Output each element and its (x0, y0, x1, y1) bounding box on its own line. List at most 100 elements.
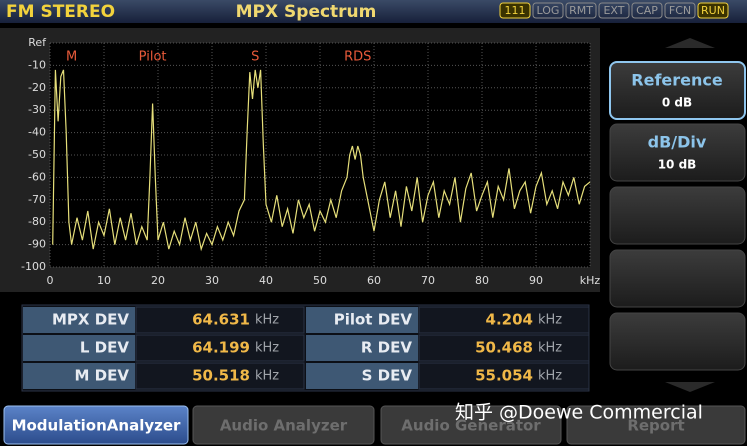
value-cell (418, 362, 590, 390)
y-tick-label: -50 (28, 148, 46, 161)
watermark: 知乎 @Doewe Commercial (455, 402, 703, 424)
softkey[interactable] (609, 249, 746, 308)
measurement-value: 50.518 (192, 367, 250, 385)
scroll-down-arrow[interactable] (665, 382, 715, 392)
measurement-name: M DEV (75, 367, 130, 385)
x-tick-label: 80 (475, 274, 489, 287)
value-cell (135, 362, 305, 390)
softkeys: Reference 0 dB dB/Div 10 dB (609, 61, 746, 371)
measurement-value: 64.631 (192, 311, 250, 329)
indicator-label: RMT (569, 4, 593, 17)
measurement-unit: kHz (538, 341, 562, 356)
y-tick-label: Ref (28, 36, 47, 49)
measurement-name: MPX DEV (52, 311, 129, 329)
value-cell (135, 334, 305, 362)
indicator-label: EXT (603, 4, 624, 17)
softkey-label: Reference (631, 71, 723, 90)
value-cell (135, 306, 305, 334)
x-tick-label: 70 (421, 274, 435, 287)
softkey-label: dB/Div (648, 133, 707, 152)
x-tick-label: 10 (97, 274, 111, 287)
softkey[interactable] (609, 123, 746, 182)
y-tick-label: -60 (28, 170, 46, 183)
y-tick-label: -100 (21, 260, 46, 273)
indicator-box (664, 2, 696, 19)
tabs: ModulationAnalyzer Audio Analyzer Audio Ge… (3, 405, 746, 445)
annotation: M (66, 50, 77, 65)
label-cell (23, 335, 135, 361)
y-tick-label: -40 (28, 126, 46, 139)
annotation: S (251, 50, 259, 65)
softkey[interactable] (609, 186, 746, 245)
tab[interactable] (566, 405, 746, 445)
measurement-unit: kHz (255, 369, 279, 384)
softkey-value: 10 dB (658, 158, 697, 172)
indicator-label: LOG (537, 4, 560, 17)
measurement-unit: kHz (255, 341, 279, 356)
indicator-label: FCN (669, 4, 691, 17)
annotation: Pilot (139, 50, 167, 65)
x-tick-label: 50 (313, 274, 327, 287)
scroll-up-arrow[interactable] (665, 38, 715, 48)
label-cell (23, 363, 135, 389)
measurement-unit: kHz (538, 313, 562, 328)
tab-label: ModulationAnalyzer (12, 417, 181, 435)
screen-title: MPX Spectrum (236, 2, 377, 22)
y-tick-label: -70 (28, 193, 46, 206)
label-cell (306, 335, 418, 361)
softkey[interactable] (609, 61, 746, 120)
tab[interactable] (380, 405, 562, 445)
measurement-value: 55.054 (475, 367, 533, 385)
measurement-value: 50.468 (475, 339, 533, 357)
y-tick-label: -80 (28, 215, 46, 228)
indicator-label: 111 (505, 4, 526, 17)
x-tick-label: 90 (529, 274, 543, 287)
indicator-box (499, 2, 531, 19)
y-tick-label: -90 (28, 238, 46, 251)
indicator-box (532, 2, 564, 19)
measurement-unit: kHz (255, 313, 279, 328)
y-tick-label: -30 (28, 103, 46, 116)
label-cell (306, 307, 418, 333)
label-cell (306, 363, 418, 389)
value-cell (418, 334, 590, 362)
indicator-label: RUN (701, 4, 725, 17)
y-tick-label: -20 (28, 81, 46, 94)
x-tick-label: 30 (205, 274, 219, 287)
tab-label: Audio Analyzer (220, 417, 348, 435)
header-bar (0, 0, 747, 23)
annotation: RDS (344, 50, 371, 65)
indicator-label: CAP (636, 4, 658, 17)
table-body: MPX DEV 64.631 kHz Pilot DEV 4.204 kHz L DEV 64… (23, 306, 590, 390)
softkey[interactable] (609, 312, 746, 371)
label-cell (23, 307, 135, 333)
indicator-box (697, 2, 729, 19)
tab[interactable] (3, 405, 189, 445)
indicator-box (565, 2, 597, 19)
y-tick-label: -10 (28, 58, 46, 71)
x-tick-label: kHz (580, 274, 601, 287)
spectrum-trace (52, 69, 591, 252)
measurement-name: Pilot DEV (334, 311, 413, 329)
measurement-value: 64.199 (192, 339, 250, 357)
measurement-name: L DEV (80, 339, 129, 357)
indicator-box (598, 2, 630, 19)
mode-label: FM STEREO (6, 2, 115, 22)
x-tick-label: 60 (367, 274, 381, 287)
measurement-value: 4.204 (486, 311, 533, 329)
indicators: 111 LOG RMT EXT CAP FCN RUN (499, 2, 729, 19)
x-tick-label: 20 (151, 274, 165, 287)
indicator-box (631, 2, 663, 19)
tab-label: Audio Generator (401, 417, 541, 435)
x-tick-label: 0 (47, 274, 54, 287)
tab-label: Report (627, 417, 684, 435)
measurement-name: R DEV (361, 339, 412, 357)
x-tick-label: 40 (259, 274, 273, 287)
measurement-unit: kHz (538, 369, 562, 384)
value-cell (418, 306, 590, 334)
measurement-name: S DEV (362, 367, 413, 385)
softkey-value: 0 dB (662, 96, 692, 110)
tab[interactable] (192, 405, 375, 445)
